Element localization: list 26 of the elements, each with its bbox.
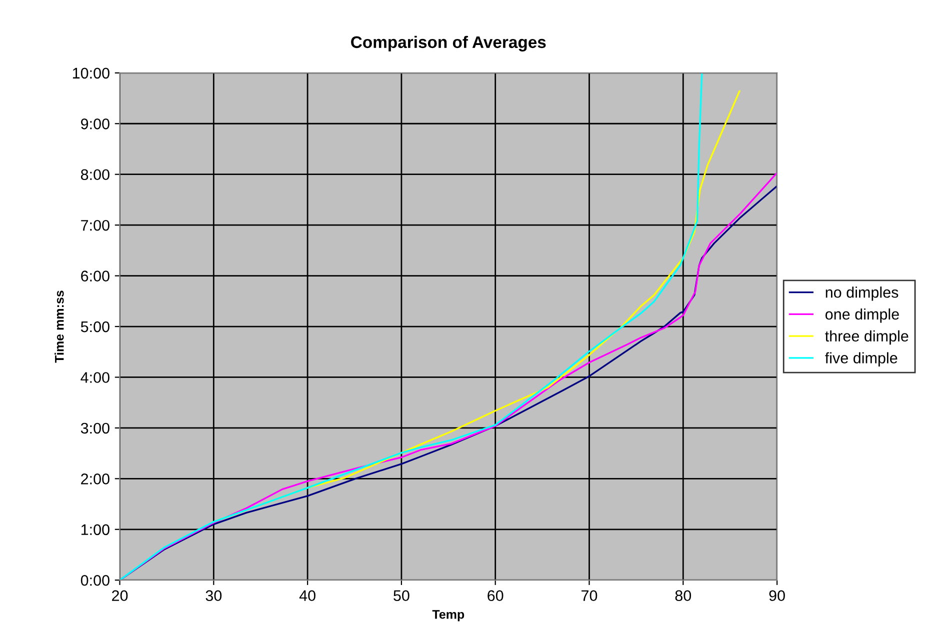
chart-title: Comparison of Averages: [351, 36, 546, 52]
legend-label: one dimple: [825, 308, 899, 323]
legend-label: five dimple: [825, 352, 898, 366]
x-tick-label: 80: [675, 590, 692, 602]
y-axis-title: Time mm:ss: [54, 290, 64, 363]
x-tick-label: 20: [112, 590, 128, 602]
legend-label: three dimple: [825, 330, 908, 345]
x-tick-label: 90: [769, 590, 785, 602]
y-tick-label: 9:00: [81, 118, 110, 130]
x-tick-label: 40: [299, 590, 316, 602]
x-axis-title: Temp: [432, 610, 464, 622]
y-tick-label: 5:00: [80, 321, 110, 332]
x-tick-label: 50: [394, 590, 410, 602]
legend-label: no dimples: [826, 286, 898, 301]
x-tick-label: 60: [488, 590, 504, 602]
y-tick-label: 4:00: [80, 372, 110, 383]
y-tick-label: 7:00: [81, 220, 110, 231]
x-tick-label: 70: [582, 590, 598, 602]
y-tick-label: 1:00: [81, 524, 110, 536]
y-tick-label: 3:00: [80, 422, 110, 434]
y-tick-label: 6:00: [81, 270, 110, 282]
y-tick-label: 2:00: [81, 474, 110, 484]
y-tick-label: 10:00: [72, 68, 110, 79]
x-tick-label: 30: [206, 590, 222, 602]
y-tick-label: 8:00: [80, 169, 110, 180]
y-tick-label: 0:00: [80, 574, 110, 586]
